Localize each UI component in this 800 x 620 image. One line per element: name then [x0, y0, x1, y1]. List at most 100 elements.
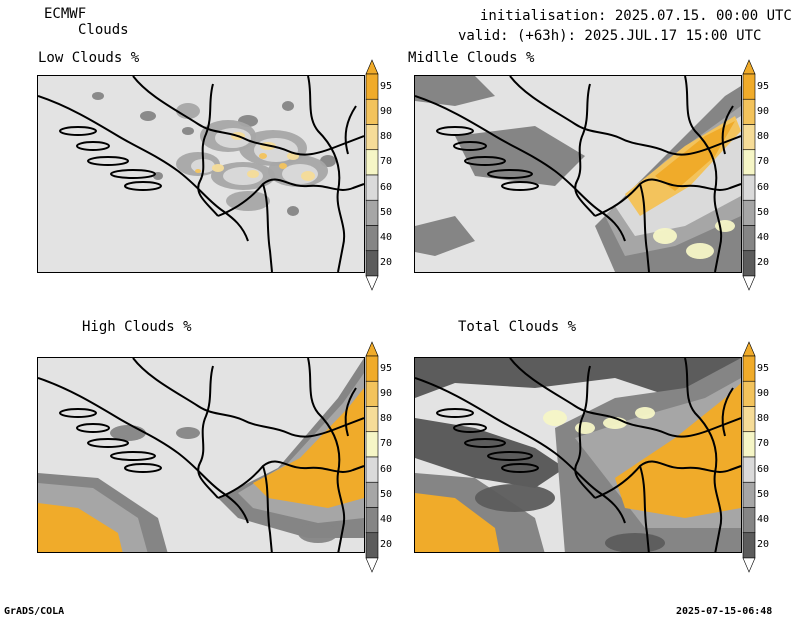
map-canvas: [415, 358, 741, 552]
country-border: [574, 365, 596, 499]
cloud-cell: [259, 153, 267, 159]
colorbar-swatch: [742, 431, 756, 458]
country-border: [684, 358, 723, 552]
map-canvas: [38, 358, 364, 552]
panel-title-total: Total Clouds %: [458, 319, 577, 335]
colorbar-tick-label: 95: [380, 362, 393, 374]
panel-title-high: High Clouds %: [82, 319, 192, 335]
colorbar-middle: [742, 59, 756, 291]
cloud-cell: [686, 243, 714, 259]
colorbar-top-arrow: [742, 341, 756, 357]
island: [124, 463, 162, 473]
colorbar-tick-label: 60: [380, 181, 393, 193]
colorbar-tick-label: 40: [380, 232, 393, 244]
colorbar-swatch: [742, 507, 756, 534]
colorbar-tick-label: 95: [757, 80, 770, 92]
coastline: [415, 377, 626, 524]
colorbar-top-arrow: [365, 59, 379, 75]
cloud-cell: [635, 407, 655, 419]
colorbar-swatch: [742, 406, 756, 433]
colorbar-swatch: [365, 149, 379, 176]
colorbar-tick-label: 20: [757, 257, 770, 269]
colorbar-tick-label: 90: [380, 387, 393, 399]
colorbar-tick-label: 70: [380, 438, 393, 450]
cloud-area: [415, 216, 475, 256]
island: [110, 169, 156, 179]
colorbar-swatch: [365, 199, 379, 226]
colorbar-swatch: [365, 380, 379, 407]
colorbar-total: [742, 341, 756, 573]
cloud-cell: [212, 164, 224, 172]
colorbar-swatch: [365, 98, 379, 125]
colorbar-swatch: [365, 73, 379, 100]
colorbar-bottom-arrow: [365, 557, 379, 573]
country-border: [217, 460, 364, 499]
colorbar-tick-label: 20: [757, 539, 770, 551]
country-border: [197, 83, 219, 217]
colorbar-tick-label: 40: [757, 514, 770, 526]
cloud-cell: [301, 171, 315, 181]
cloud-cell: [605, 533, 665, 552]
colorbar-tick-label: 60: [757, 463, 770, 475]
island: [487, 169, 533, 179]
island: [110, 451, 156, 461]
country-border: [307, 358, 346, 552]
colorbar-swatch: [742, 199, 756, 226]
country-border: [639, 183, 650, 272]
colorbar-high: [365, 341, 379, 573]
colorbar-tick-label: 60: [757, 181, 770, 193]
colorbar-swatch: [742, 481, 756, 508]
colorbar-tick-label: 50: [757, 488, 770, 500]
country-border: [262, 183, 273, 272]
colorbar-tick-label: 60: [380, 463, 393, 475]
panel-title-low: Low Clouds %: [38, 50, 140, 66]
colorbar-tick-label: 20: [380, 539, 393, 551]
country-border: [132, 76, 364, 156]
cloud-cell: [653, 228, 677, 244]
colorbar-tick-label: 90: [380, 105, 393, 117]
country-border: [509, 358, 741, 438]
country-border: [344, 105, 357, 155]
colorbar-swatch: [742, 174, 756, 201]
initialisation-label: initialisation: 2025.07.15. 00:00 UTC: [480, 8, 792, 24]
colorbar-swatch: [742, 532, 756, 559]
cloud-cell: [282, 101, 294, 111]
colorbar-tick-label: 70: [757, 438, 770, 450]
island: [76, 141, 110, 151]
valid-time-label: valid: (+63h): 2025.JUL.17 15:00 UTC: [458, 28, 762, 44]
colorbar-top-arrow: [365, 341, 379, 357]
country-border: [574, 83, 596, 217]
colorbar-swatch: [742, 73, 756, 100]
model-label: ECMWF: [44, 6, 87, 22]
island: [87, 438, 129, 448]
map-total-clouds: [414, 357, 742, 553]
colorbar-swatch: [365, 507, 379, 534]
cloud-cell: [176, 427, 200, 439]
cloud-cell: [575, 422, 595, 434]
island: [436, 408, 474, 418]
island: [453, 423, 487, 433]
country-border: [509, 76, 741, 156]
map-low-clouds: [37, 75, 365, 273]
cloud-area: [415, 76, 495, 106]
colorbar-tick-label: 40: [380, 514, 393, 526]
island: [87, 156, 129, 166]
colorbar-tick-label: 70: [757, 156, 770, 168]
colorbar-swatch: [742, 149, 756, 176]
colorbar-swatch: [742, 380, 756, 407]
colorbar-swatch: [365, 431, 379, 458]
colorbar-swatch: [742, 355, 756, 382]
map-middle-clouds: [414, 75, 742, 273]
island: [124, 181, 162, 191]
cloud-cell: [543, 410, 567, 426]
country-border: [594, 460, 741, 499]
country-border: [217, 178, 364, 217]
country-border: [684, 76, 723, 272]
colorbar-swatch: [365, 355, 379, 382]
island: [487, 451, 533, 461]
cloud-cell: [715, 220, 735, 232]
island: [436, 126, 474, 136]
island: [501, 463, 539, 473]
island: [501, 181, 539, 191]
cloud-cell: [298, 523, 338, 543]
